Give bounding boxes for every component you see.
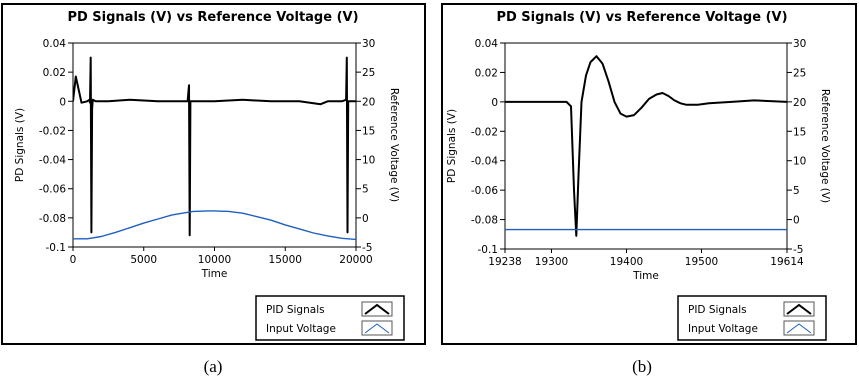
y-tick-label: 0.04 [43,38,67,50]
y2-tick-label: 10 [793,156,806,168]
x-tick-label: 5000 [130,254,157,266]
y-tick-label: 0 [491,97,498,109]
y-tick-label: -0.06 [471,185,498,197]
x-tick-label: 19300 [535,256,568,268]
legend-swatch [783,301,815,317]
legend-swatch-line [364,323,390,334]
panel-caption: (b) [632,357,652,376]
legend-swatch [361,301,393,317]
x-axis-label: Time [201,268,228,280]
y2-tick-label: -5 [362,242,372,254]
chart-title: PD Signals (V) vs Reference Voltage (V) [67,10,358,25]
y2-axis-label: Reference Voltage (V) [388,88,400,202]
legend-label: Input Voltage [688,323,758,335]
y-tick-label: -0.1 [46,242,67,254]
y-tick-label: -0.06 [39,184,66,196]
y-tick-label: -0.1 [478,244,499,256]
y-tick-label: -0.08 [471,215,498,227]
x-tick-label: 0 [70,254,77,266]
x-tick-label: 19500 [685,256,718,268]
y2-tick-label: 30 [362,38,375,50]
y2-tick-label: 25 [362,67,375,79]
plot-area [72,42,357,248]
y2-tick-label: 20 [793,97,806,109]
y2-tick-label: 25 [793,67,806,79]
y2-axis-label: Reference Voltage (V) [819,89,831,203]
y-axis-label: PD Signals (V) [14,108,26,182]
y2-tick-label: 0 [793,215,800,227]
y-tick-label: -0.02 [471,126,498,138]
y-axis-label: PD Signals (V) [446,109,458,183]
y2-tick-label: 10 [362,155,375,167]
y-tick-label: 0.02 [475,67,498,79]
x-tick-label: 19614 [770,256,804,268]
plot-area [504,42,788,250]
legend-label: PID Signals [688,304,747,316]
y-tick-label: 0.02 [43,67,66,79]
y2-tick-label: 15 [793,126,806,138]
y2-tick-label: 5 [362,184,369,196]
x-tick-label: 10000 [198,254,231,266]
x-tick-label: 19238 [488,256,521,268]
y2-tick-label: 30 [793,38,806,50]
legend-swatch [783,320,815,336]
legend-label: Input Voltage [266,323,336,335]
y-tick-label: -0.04 [39,155,66,167]
y2-tick-label: 20 [362,96,375,108]
legend-swatch-line [786,303,812,315]
legend-swatch-line [364,303,390,315]
y-tick-label: 0.04 [475,38,499,50]
legend-swatch [361,320,393,336]
y-tick-label: 0 [59,96,66,108]
x-tick-label: 15000 [269,254,302,266]
y2-tick-label: 0 [362,213,369,225]
chart-panel-b: PD Signals (V) vs Reference Voltage (V) -… [441,3,857,376]
y-tick-label: -0.08 [39,213,66,225]
series-line-input-voltage [73,210,356,241]
y-tick-label: -0.04 [471,156,498,168]
y-tick-label: -0.02 [39,125,66,137]
y2-tick-label: 15 [362,125,375,137]
y2-tick-label: 5 [793,185,800,197]
chart-panel-a: PD Signals (V) vs Reference Voltage (V) -… [1,3,426,376]
x-axis-label: Time [632,270,659,282]
series-line-pid-signals [505,55,787,237]
x-tick-label: 20000 [339,254,372,266]
panel-caption: (a) [204,357,223,376]
x-tick-label: 19400 [610,256,643,268]
legend-swatch-line [786,323,812,334]
legend-label: PID Signals [266,304,325,316]
series-line-pid-signals [73,56,356,237]
y2-tick-label: -5 [793,244,803,256]
chart-title: PD Signals (V) vs Reference Voltage (V) [496,10,787,25]
